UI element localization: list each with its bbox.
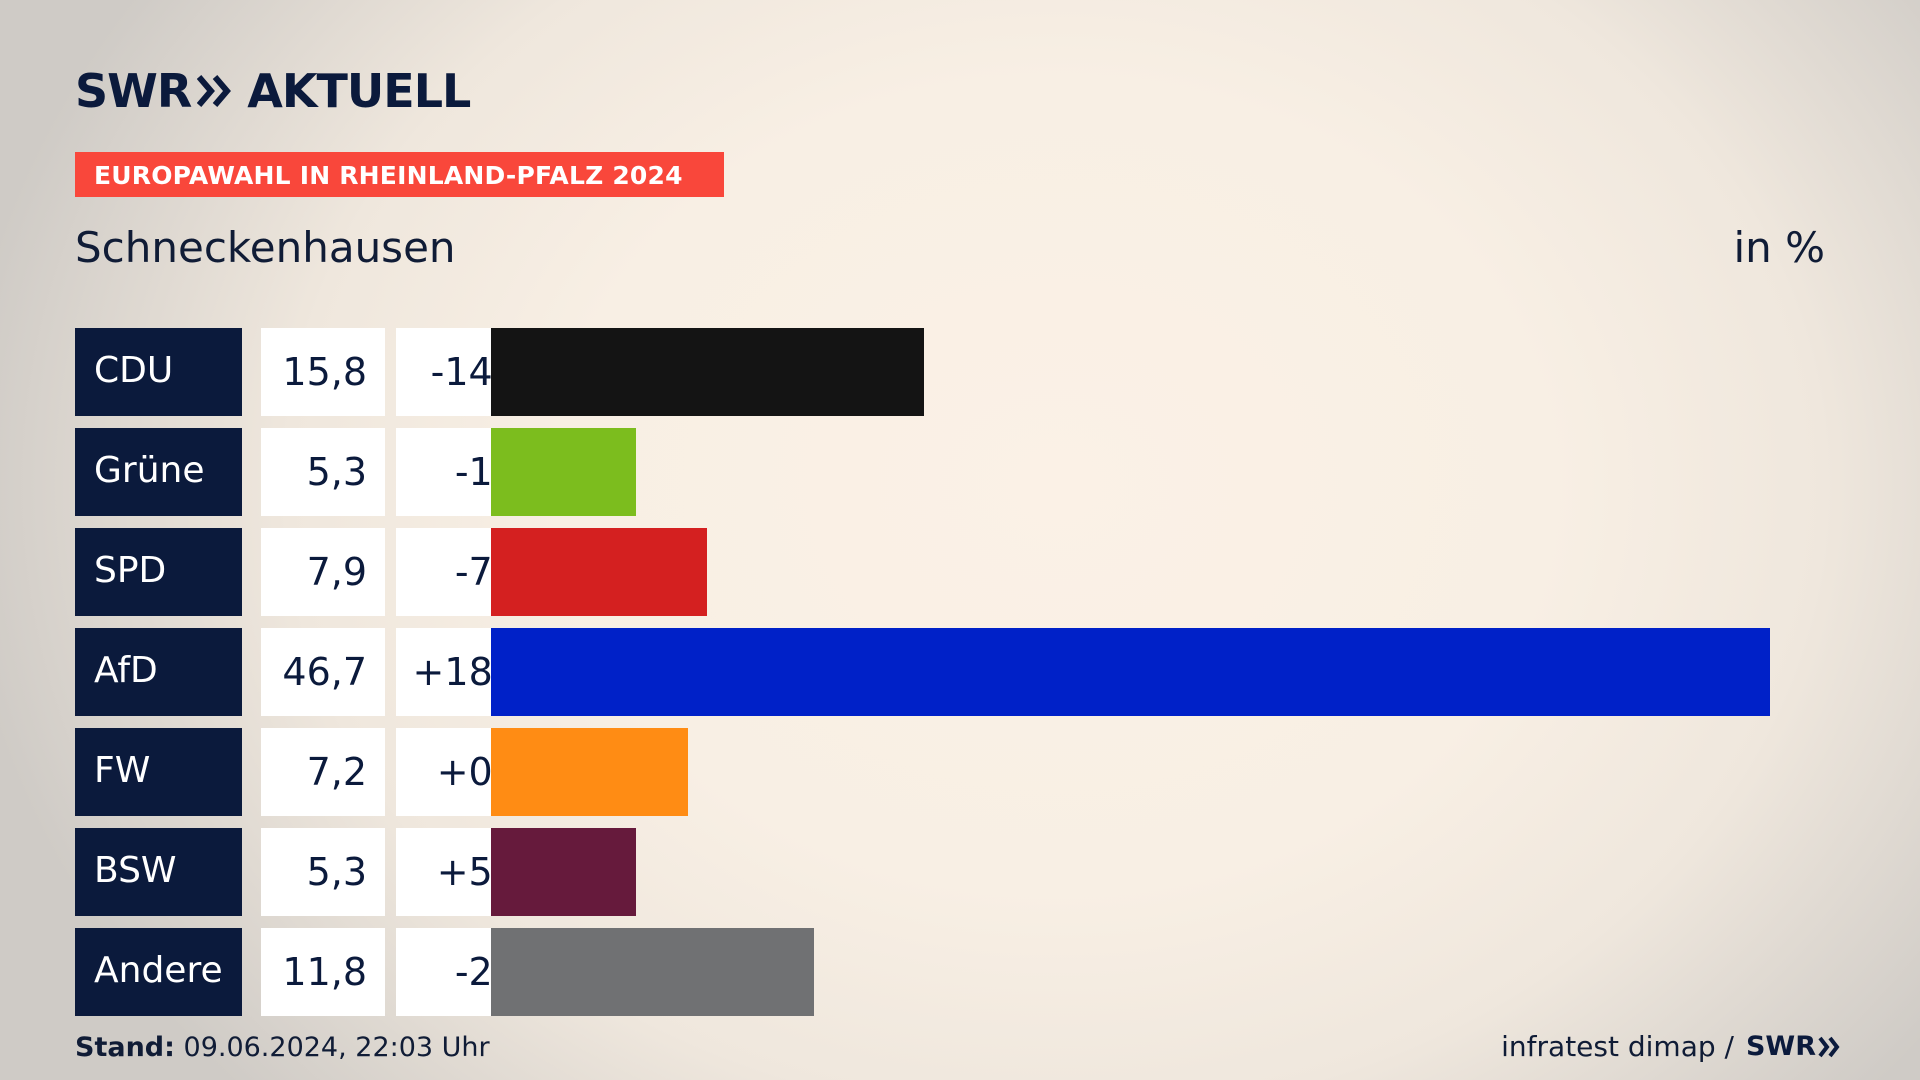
party-label: SPD	[94, 550, 167, 591]
value-cell: 7,9	[261, 528, 385, 616]
timestamp: Stand: 09.06.2024, 22:03 Uhr	[75, 1032, 490, 1063]
bar	[491, 828, 636, 916]
value-cell: 11,8	[261, 928, 385, 1016]
result-row: CDU 15,8 -14,1	[75, 328, 1845, 416]
bar	[491, 328, 924, 416]
value-cell: 46,7	[261, 628, 385, 716]
value-label: 7,9	[306, 550, 367, 594]
unit-label: in %	[1733, 223, 1825, 272]
place-title: Schneckenhausen	[75, 223, 456, 272]
swr-logo-text: SWR	[75, 64, 192, 118]
bar	[491, 928, 814, 1016]
value-label: 11,8	[282, 950, 367, 994]
value-cell: 5,3	[261, 828, 385, 916]
value-cell: 7,2	[261, 728, 385, 816]
bar	[491, 728, 688, 816]
party-cell: Grüne	[75, 428, 242, 516]
double-chevron-icon	[197, 75, 232, 107]
party-cell: FW	[75, 728, 242, 816]
bar	[491, 528, 707, 616]
result-row: AfD 46,7 +18,8	[75, 628, 1845, 716]
party-label: AfD	[94, 650, 158, 691]
double-chevron-small-icon	[1818, 1036, 1840, 1057]
value-label: 15,8	[282, 350, 367, 394]
party-label: Andere	[94, 950, 223, 991]
value-label: 5,3	[306, 450, 367, 494]
result-row: FW 7,2 +0,7	[75, 728, 1845, 816]
party-cell: SPD	[75, 528, 242, 616]
value-cell: 15,8	[261, 328, 385, 416]
party-cell: AfD	[75, 628, 242, 716]
swr-aktuell-logo: SWR AKTUELL	[75, 64, 471, 118]
value-label: 46,7	[282, 650, 367, 694]
bar	[491, 428, 636, 516]
value-cell: 5,3	[261, 428, 385, 516]
party-label: CDU	[94, 350, 174, 391]
party-label: FW	[94, 750, 151, 791]
source-label: infratest dimap /	[1501, 1030, 1734, 1063]
party-cell: BSW	[75, 828, 242, 916]
value-label: 5,3	[306, 850, 367, 894]
bar	[491, 628, 1770, 716]
value-label: 7,2	[306, 750, 367, 794]
result-row: BSW 5,3 +5,3	[75, 828, 1845, 916]
party-cell: CDU	[75, 328, 242, 416]
party-label: BSW	[94, 850, 177, 891]
party-label: Grüne	[94, 450, 205, 491]
timestamp-label: Stand:	[75, 1032, 175, 1063]
party-cell: Andere	[75, 928, 242, 1016]
swr-small-logo-text: SWR	[1745, 1031, 1816, 1062]
aktuell-logo-text: AKTUELL	[247, 64, 471, 118]
source-credit: infratest dimap / SWR	[1501, 1030, 1842, 1063]
election-banner: EUROPAWAHL IN RHEINLAND-PFALZ 2024	[75, 152, 724, 197]
election-banner-label: EUROPAWAHL IN RHEINLAND-PFALZ 2024	[94, 161, 683, 190]
timestamp-value: 09.06.2024, 22:03 Uhr	[183, 1032, 490, 1063]
